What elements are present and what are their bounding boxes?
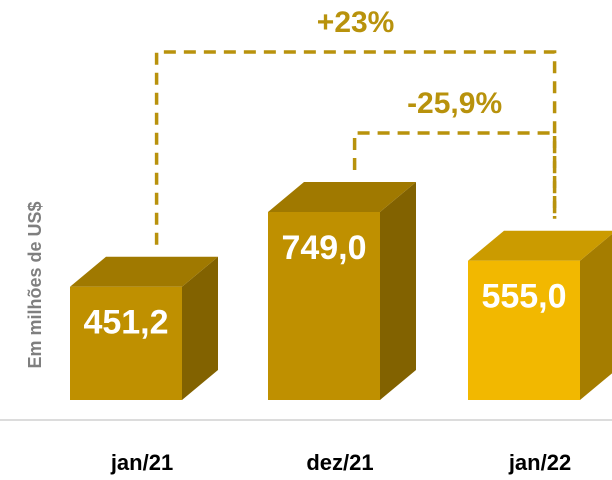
bar (70, 286, 182, 400)
value-label: 451,2 (83, 304, 168, 342)
x-tick-label: jan/22 (508, 450, 571, 475)
value-label: 555,0 (481, 278, 566, 316)
annotation: +23% (317, 6, 395, 39)
x-tick-label: jan/21 (110, 450, 173, 475)
value-label: 749,0 (281, 229, 366, 267)
bar (468, 260, 580, 400)
bracket-line (154, 50, 557, 245)
bar-top (268, 182, 416, 212)
bar-side (182, 256, 218, 400)
bar-top (468, 230, 612, 261)
bar-side (380, 182, 416, 400)
bar (268, 212, 380, 400)
annotation: -25,9% (407, 87, 502, 120)
y-axis-label: Em milhões de US$ (25, 201, 45, 368)
x-tick-label: dez/21 (306, 450, 373, 475)
bar-top (70, 256, 218, 287)
bar-side (580, 234, 612, 400)
